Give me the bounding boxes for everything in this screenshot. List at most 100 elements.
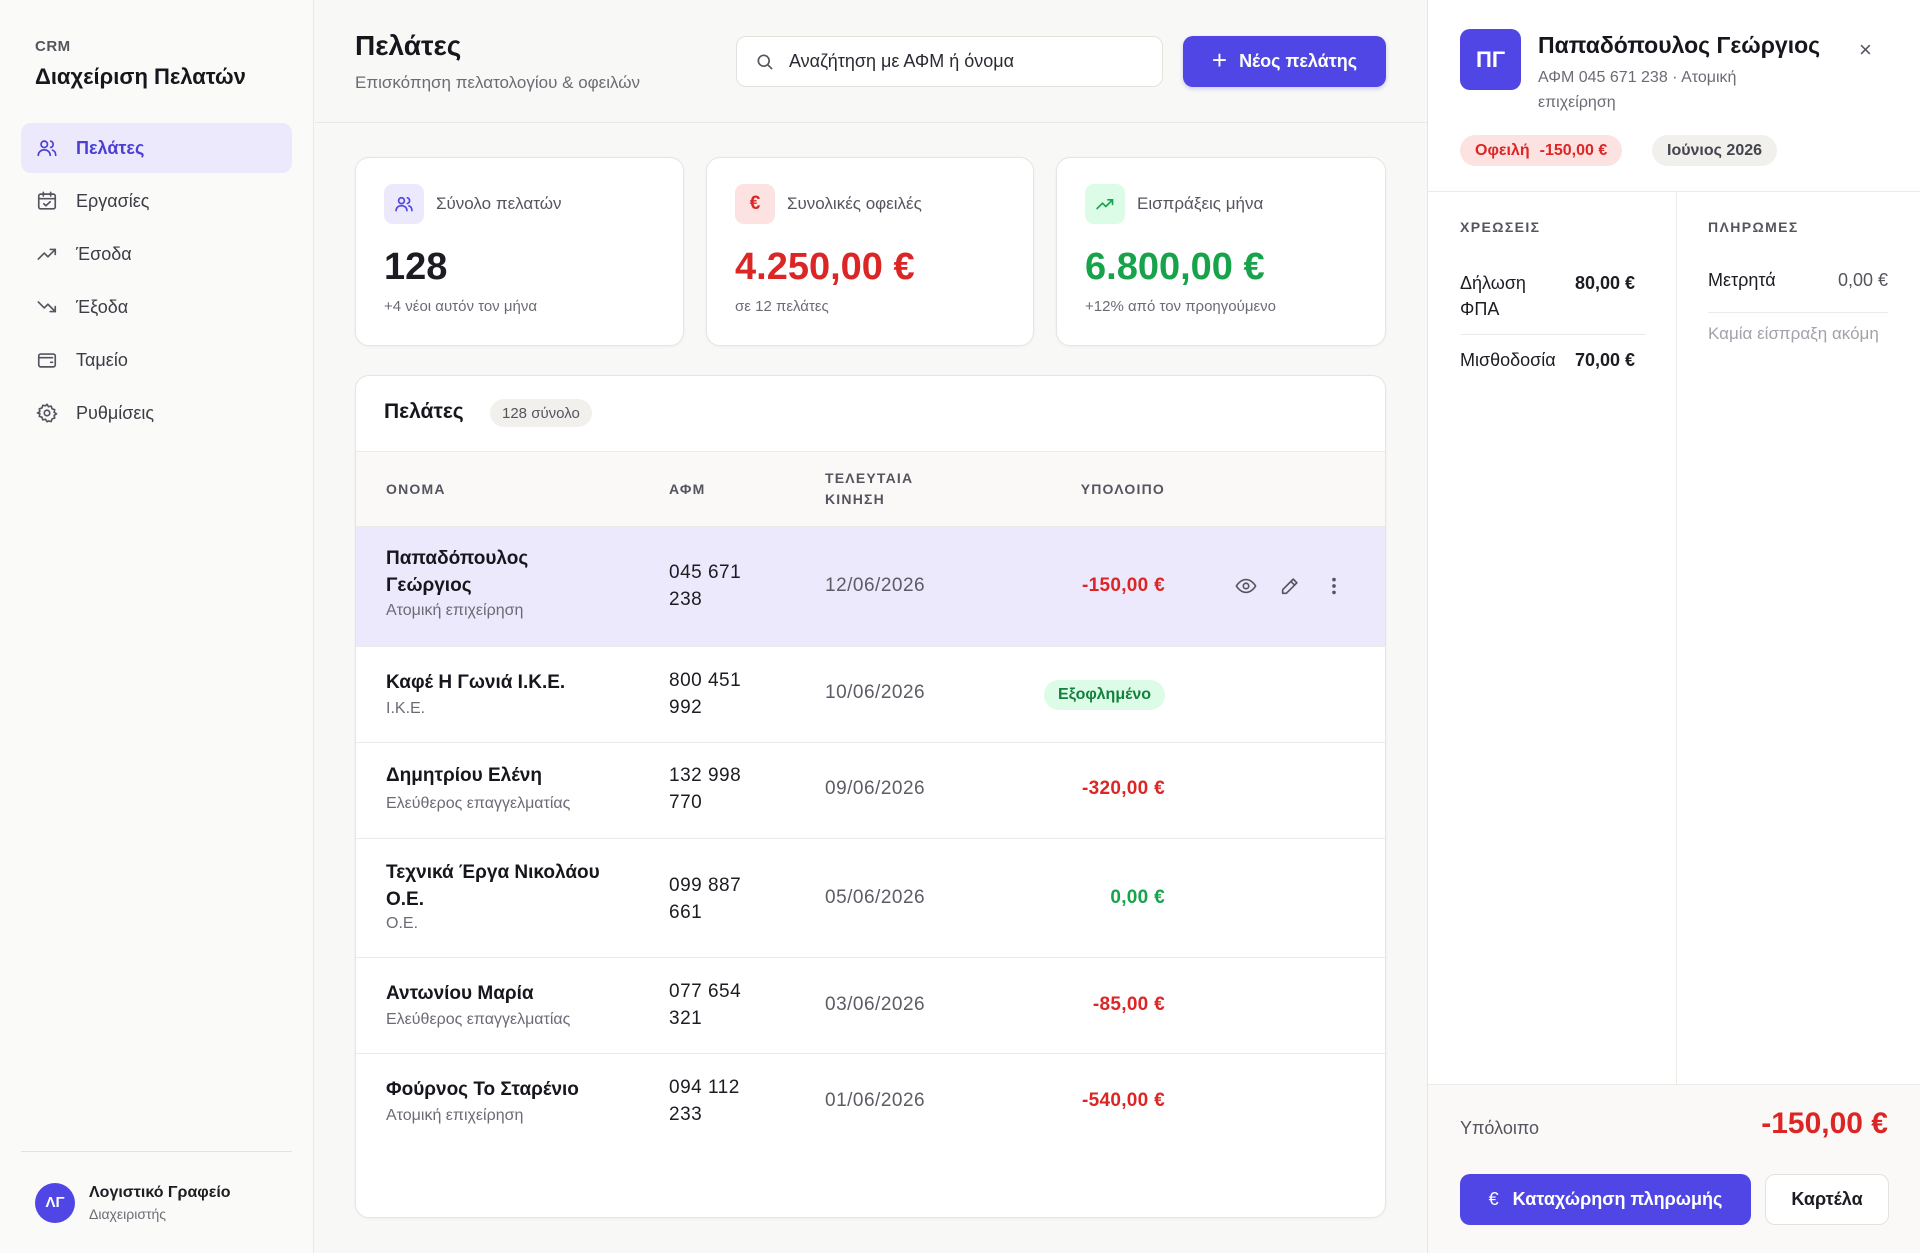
payments-heading: ΠΛΗΡΩΜΕΣ: [1708, 219, 1799, 235]
customer-avatar: ΠΓ: [1460, 29, 1521, 90]
column-header-afm[interactable]: ΑΦΜ: [669, 481, 706, 497]
users-icon: [37, 140, 57, 157]
customer-afm: 045 671 238: [669, 562, 742, 610]
search-icon: [757, 54, 773, 70]
charge-label: Δήλωση ΦΠΑ: [1460, 273, 1526, 319]
divider: [1708, 312, 1888, 313]
last-activity-date: 05/06/2026: [825, 887, 926, 908]
last-activity-date: 03/06/2026: [825, 994, 926, 1015]
last-activity-date: 09/06/2026: [825, 778, 926, 799]
column-header-balance[interactable]: ΥΠΟΛΟΙΠΟ: [1080, 481, 1165, 497]
customer-name[interactable]: Τεχνικά Έργα Νικολάου Ο.Ε.: [386, 862, 600, 910]
table-row[interactable]: Φούρνος Το Σταρένιο Ατομική επιχείρηση 0…: [356, 1054, 1385, 1150]
customer-type: Ατομική επιχείρηση: [386, 1107, 524, 1124]
payment-label: Μετρητά: [1708, 270, 1776, 290]
trending-down-icon: [37, 301, 57, 313]
debt-amount: -150,00 €: [1539, 141, 1608, 159]
brand-tag: CRM: [35, 38, 71, 55]
count-badge: 128 σύνολο: [490, 399, 592, 427]
table-row[interactable]: Δημητρίου Ελένη Ελεύθερος επαγγελματίας …: [356, 743, 1385, 839]
customer-afm: 099 887 661: [669, 875, 742, 923]
users-icon: [384, 184, 424, 224]
sidebar-item-expenses[interactable]: Έξοδα: [21, 282, 292, 332]
sidebar-nav: Πελάτες Εργασίες Έσοδα Έξοδα Ταμείο Ρυθμ…: [21, 123, 292, 441]
charges-heading: ΧΡΕΩΣΕΙΣ: [1460, 219, 1541, 235]
balance-value: -540,00 €: [1082, 1090, 1165, 1111]
trending-up-icon: [37, 248, 57, 260]
divider: [1428, 191, 1920, 192]
plus-icon: +: [1211, 45, 1228, 75]
stat-label: Σύνολο πελατών: [436, 194, 562, 213]
close-icon[interactable]: ×: [1859, 37, 1872, 62]
record-payment-button[interactable]: € Καταχώρηση πληρωμής: [1460, 1174, 1751, 1225]
sidebar-item-label: Πελάτες: [76, 137, 145, 158]
row-actions: [1235, 575, 1345, 597]
sidebar-item-customers[interactable]: Πελάτες: [21, 123, 292, 173]
new-customer-label: Νέος πελάτης: [1239, 51, 1358, 71]
more-vertical-icon[interactable]: [1323, 575, 1345, 597]
sidebar-item-label: Έξοδα: [76, 296, 129, 317]
sidebar-item-income[interactable]: Έσοδα: [21, 229, 292, 279]
customer-subtitle: ΑΦΜ 045 671 238 · Ατομική επιχείρηση: [1538, 69, 1737, 111]
sidebar-item-cashier[interactable]: Ταμείο: [21, 335, 292, 385]
customer-name[interactable]: Παπαδόπουλος Γεώργιος: [386, 548, 529, 596]
sidebar-item-tasks[interactable]: Εργασίες: [21, 176, 292, 226]
customer-type: Ατομική επιχείρηση: [386, 602, 524, 619]
euro-icon: €: [735, 184, 775, 224]
table-header: ΟΝΟΜΑ ΑΦΜ ΤΕΛΕΥΤΑΙΑ ΚΙΝΗΣΗ ΥΠΟΛΟΙΠΟ: [356, 451, 1385, 527]
customer-name-heading: Παπαδόπουλος Γεώργιος: [1538, 32, 1821, 58]
paid-status-badge: Εξοφλημένο: [1044, 680, 1165, 710]
period-badge[interactable]: Ιούνιος 2026: [1652, 135, 1778, 166]
customer-name[interactable]: Αντωνίου Μαρία: [386, 983, 534, 1004]
table-row[interactable]: Αντωνίου Μαρία Ελεύθερος επαγγελματίας 0…: [356, 958, 1385, 1054]
payment-amount: 0,00 €: [1837, 270, 1888, 290]
debt-badge: Οφειλή -150,00 €: [1460, 135, 1623, 166]
brand-title: Διαχείριση Πελατών: [35, 64, 246, 89]
pencil-icon[interactable]: [1279, 575, 1301, 597]
customers-table-card: Πελάτες 128 σύνολο ΟΝΟΜΑ ΑΦΜ ΤΕΛΕΥΤΑΙΑ Κ…: [355, 375, 1386, 1218]
record-payment-label: Καταχώρηση πληρωμής: [1512, 1189, 1723, 1209]
sidebar-item-settings[interactable]: Ρυθμίσεις: [21, 388, 292, 438]
customer-type: Ο.Ε.: [386, 915, 419, 932]
customer-type: Ελεύθερος επαγγελματίας: [386, 1011, 571, 1028]
balance-label: Υπόλοιπο: [1460, 1118, 1540, 1138]
divider: [1460, 334, 1646, 335]
customer-name[interactable]: Καφέ Η Γωνιά Ι.Κ.Ε.: [386, 672, 566, 693]
gear-icon: [36, 403, 58, 423]
stat-value: 6.800,00 €: [1085, 246, 1265, 288]
debt-label: Οφειλή: [1475, 141, 1530, 159]
column-divider: [1676, 192, 1677, 1084]
euro-icon: €: [1488, 1189, 1499, 1209]
user-profile[interactable]: ΛΓ Λογιστικό Γραφείο Διαχειριστής: [21, 1151, 292, 1253]
table-row[interactable]: Τεχνικά Έργα Νικολάου Ο.Ε. Ο.Ε. 099 887 …: [356, 839, 1385, 958]
sidebar-item-label: Ταμείο: [76, 349, 128, 370]
table-row[interactable]: Καφέ Η Γωνιά Ι.Κ.Ε. Ι.Κ.Ε. 800 451 992 1…: [356, 647, 1385, 743]
charge-amount: 70,00 €: [1575, 350, 1636, 370]
last-activity-date: 12/06/2026: [825, 575, 926, 596]
stat-card-total-debts: € Συνολικές οφειλές 4.250,00 € σε 12 πελ…: [706, 157, 1034, 346]
charge-amount: 80,00 €: [1575, 273, 1636, 293]
payments-empty-note: Καμία είσπραξη ακόμη: [1708, 324, 1879, 343]
balance-total: -150,00 €: [1761, 1107, 1888, 1140]
charge-label: Μισθοδοσία: [1460, 350, 1556, 370]
column-header-last-activity[interactable]: ΤΕΛΕΥΤΑΙΑ ΚΙΝΗΣΗ: [825, 470, 914, 507]
stat-card-total-customers: Σύνολο πελατών 128 +4 νέοι αυτόν τον μήν…: [355, 157, 684, 346]
new-customer-button[interactable]: + Νέος πελάτης: [1183, 36, 1386, 87]
search-input[interactable]: [789, 51, 1149, 72]
stat-value: 128: [384, 246, 448, 288]
page-subtitle: Επισκόπηση πελατολογίου & οφειλών: [355, 73, 641, 92]
customer-afm: 094 112 233: [669, 1077, 740, 1125]
table-row[interactable]: Παπαδόπουλος Γεώργιος Ατομική επιχείρηση…: [356, 527, 1385, 647]
user-name: Λογιστικό Γραφείο: [89, 1183, 231, 1201]
balance-value: -150,00 €: [1082, 575, 1165, 596]
customer-name[interactable]: Δημητρίου Ελένη: [386, 765, 542, 786]
column-header-name[interactable]: ΟΝΟΜΑ: [386, 481, 446, 497]
page-header: Πελάτες Επισκόπηση πελατολογίου & οφειλώ…: [315, 0, 1427, 123]
customer-details-panel: ΠΓ Παπαδόπουλος Γεώργιος ΑΦΜ 045 671 238…: [1427, 0, 1920, 1253]
search-box[interactable]: [736, 36, 1163, 87]
panel-footer: Υπόλοιπο -150,00 € € Καταχώρηση πληρωμής…: [1428, 1084, 1920, 1253]
eye-icon[interactable]: [1235, 575, 1257, 597]
customer-card-button[interactable]: Καρτέλα: [1765, 1174, 1889, 1225]
customer-name[interactable]: Φούρνος Το Σταρένιο: [386, 1079, 579, 1100]
balance-value: 0,00 €: [1110, 887, 1165, 908]
